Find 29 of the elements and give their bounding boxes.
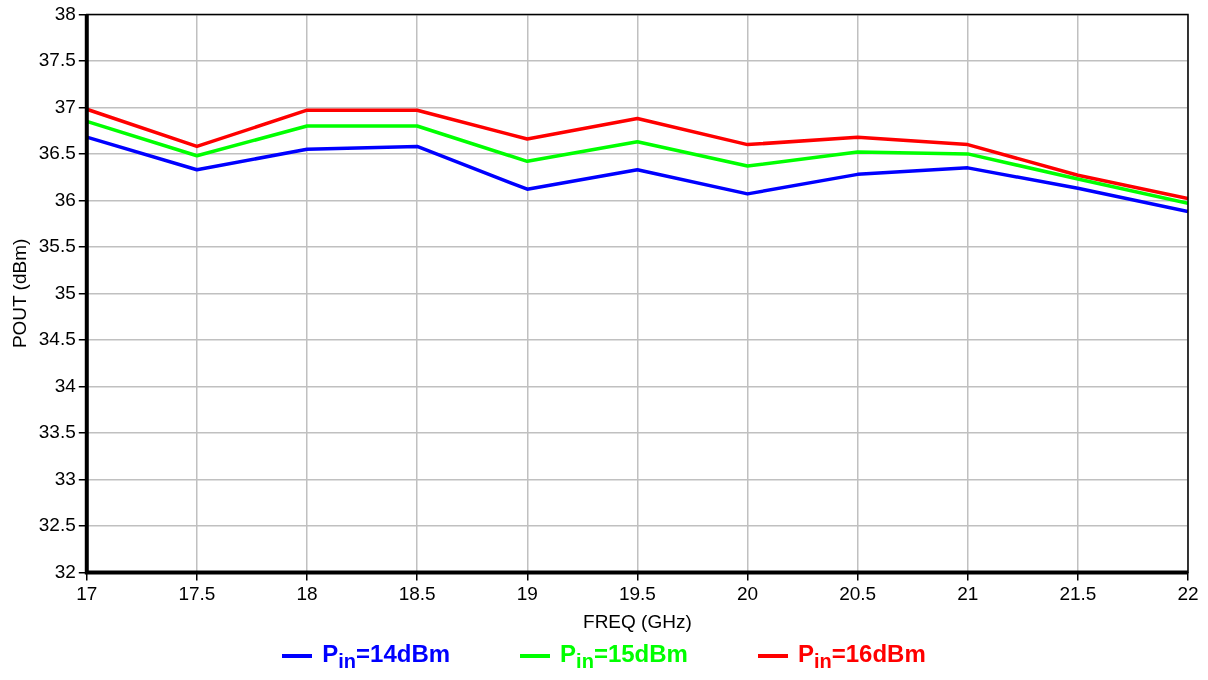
y-tick-label: 35	[54, 281, 76, 303]
y-tick-label: 32	[54, 560, 76, 582]
x-tick-label: 20	[736, 583, 759, 605]
x-tick-label: 17.5	[178, 583, 216, 605]
y-tick-label: 37	[54, 95, 76, 117]
x-tick-label: 17	[76, 583, 98, 605]
x-tick-label: 21.5	[1059, 583, 1097, 605]
y-tick-label: 38	[54, 2, 76, 24]
x-tick-label: 22	[1177, 583, 1199, 605]
y-tick-label: 34	[54, 374, 77, 396]
y-tick-label: 36.5	[38, 142, 76, 164]
x-tick-label: 18	[296, 583, 318, 605]
legend-label: P$_{in}$=16dBm	[797, 640, 926, 673]
x-tick-label: 19.5	[618, 583, 656, 605]
y-tick-label: 33.5	[38, 421, 76, 443]
x-axis-title: FREQ (GHz)	[583, 610, 692, 632]
x-tick-label: 21	[957, 583, 979, 605]
y-tick-label: 33	[54, 467, 76, 489]
legend-label: P$_{in}$=14dBm	[322, 640, 451, 673]
y-tick-label: 34.5	[38, 328, 76, 350]
y-tick-label: 32.5	[38, 514, 76, 536]
legend-label: P$_{in}$=15dBm	[560, 640, 688, 673]
y-tick-label: 37.5	[38, 49, 76, 71]
y-axis-title: POUT (dBm)	[8, 238, 30, 349]
y-tick-label: 36	[54, 188, 76, 210]
y-tick-label: 35.5	[38, 235, 76, 257]
x-tick-label: 19	[516, 583, 538, 605]
x-tick-label: 20.5	[839, 583, 877, 605]
x-tick-label: 18.5	[398, 583, 436, 605]
